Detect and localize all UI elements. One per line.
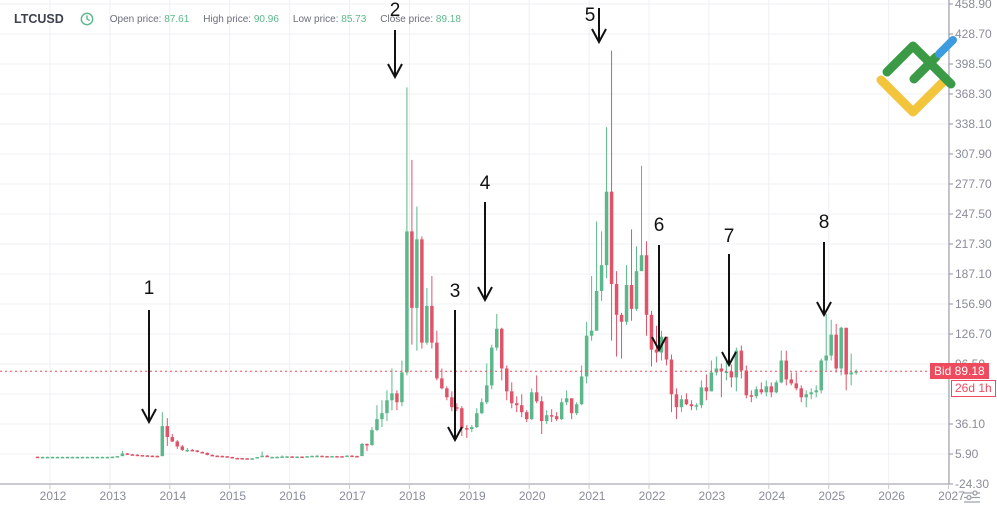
x-tick-label: 2019 [458,489,486,503]
candlestick-series [35,50,858,460]
settings-sliders-icon[interactable] [963,490,981,504]
y-tick-label: 187.10 [955,267,992,281]
y-tick-label: 126.70 [955,327,992,341]
x-tick-label: 2021 [578,489,606,503]
x-tick-label: 2025 [818,489,846,503]
y-tick-label: -24.30 [955,477,990,491]
y-tick-label: 277.70 [955,177,992,191]
x-tick-label: 2023 [698,489,726,503]
annotation-label: 2 [389,0,401,21]
y-tick-label: 398.50 [955,57,992,71]
y-tick-label: 156.90 [955,297,992,311]
high-price: High price: 90.96 [203,13,279,25]
x-tick-label: 2027 [938,489,965,503]
annotation-label: 3 [449,281,461,302]
y-tick-label: 5.90 [955,447,979,461]
x-tick-label: 2016 [279,489,306,503]
candle-countdown: 26d 1h [951,380,996,398]
close-price-value: 89.18 [435,13,461,25]
x-tick-label: 2017 [339,489,366,503]
annotation-label: 7 [723,226,735,247]
annotation-label: 4 [479,173,491,194]
chart-grid [0,0,949,485]
x-tick-label: 2024 [758,489,786,503]
x-tick-label: 2020 [518,489,546,503]
x-tick-label: 2026 [878,489,905,503]
clock-icon[interactable] [80,12,94,26]
annotation-label: 1 [143,278,155,299]
symbol-header: LTCUSD Open price: 87.61 High price: 90.… [14,12,475,26]
x-tick-label: 2013 [99,489,127,503]
y-tick-label: 338.10 [955,117,992,131]
y-tick-label: 247.50 [955,207,992,221]
y-tick-label: 36.10 [955,417,986,431]
x-tick-label: 2014 [159,489,187,503]
y-tick-label: 458.90 [955,0,992,11]
low-price: Low price: 85.73 [292,13,367,25]
brand-logo-icon [876,36,957,117]
high-price-value: 90.96 [253,13,279,25]
close-price: Close price: 89.18 [380,13,461,25]
y-tick-label: 217.30 [955,237,992,251]
y-tick-label: 307.90 [955,147,992,161]
open-price-value: 87.61 [164,13,190,25]
annotation-label: 6 [653,215,665,236]
x-tick-label: 2015 [219,489,247,503]
x-tick-label: 2012 [39,489,67,503]
low-price-value: 85.73 [341,13,367,25]
y-tick-label: 428.70 [955,27,992,41]
y-axis-ticks [49,3,953,489]
symbol-name: LTCUSD [14,12,64,26]
annotation-label: 8 [818,212,830,233]
open-price: Open price: 87.61 [109,13,190,25]
annotation-arrows [141,8,832,443]
y-tick-label: 368.30 [955,87,992,101]
x-tick-label: 2018 [399,489,426,503]
bid-price-tag: Bid 89.18 [930,363,989,380]
annotation-label: 5 [584,5,596,26]
x-tick-label: 2022 [638,489,666,503]
